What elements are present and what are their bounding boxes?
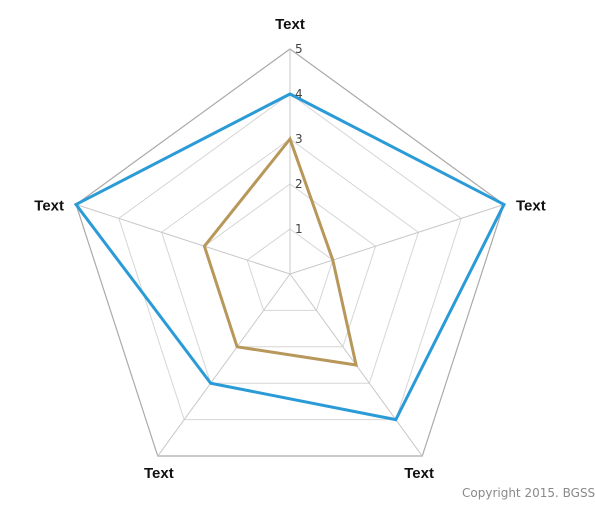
tick-label-1: 1 <box>295 222 303 236</box>
grid-ring-5 <box>75 48 505 457</box>
copyright-text: Copyright 2015. BGSS <box>462 486 595 500</box>
radar-axis-labels: Text Text Text Text Text <box>34 16 545 482</box>
tick-label-3: 3 <box>295 132 303 146</box>
tick-label-2: 2 <box>295 177 303 191</box>
grid-ring-4 <box>118 93 462 421</box>
radar-grid <box>75 48 505 457</box>
tick-label-4: 4 <box>295 87 303 101</box>
axis-label-2: Text <box>404 465 434 482</box>
axis-label-4: Text <box>34 197 64 214</box>
radar-series <box>73 92 506 422</box>
series-line-1 <box>202 135 359 367</box>
series-line-0 <box>73 92 506 422</box>
radar-spokes <box>75 49 505 457</box>
spoke-4 <box>75 203 291 275</box>
axis-label-0: Text <box>275 16 305 33</box>
grid-ring-1 <box>246 228 334 311</box>
tick-label-5: 5 <box>295 42 303 56</box>
grid-ring-3 <box>161 138 419 384</box>
grid-ring-2 <box>203 183 377 348</box>
radar-tick-labels: 1 2 3 4 5 <box>295 42 303 236</box>
spoke-1 <box>289 203 505 275</box>
spoke-3 <box>157 273 291 457</box>
axis-label-3: Text <box>144 465 174 482</box>
axis-label-1: Text <box>516 197 546 214</box>
